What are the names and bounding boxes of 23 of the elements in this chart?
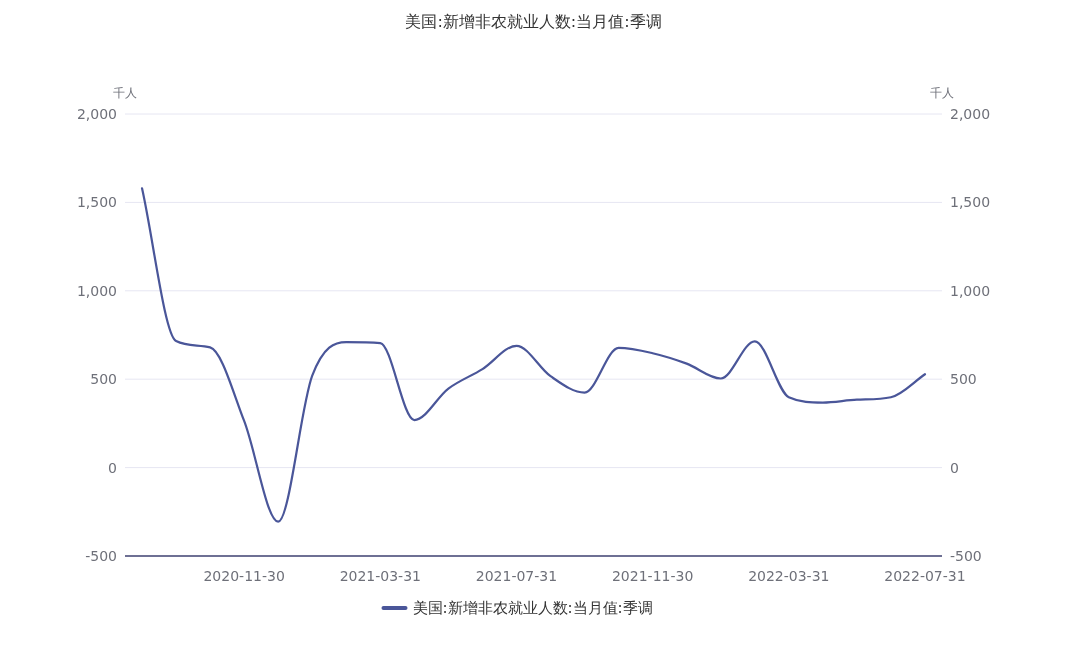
y-tick-label: 500 (90, 371, 117, 388)
y-axis-title: 千人 (113, 86, 137, 100)
x-tick-label: 2021-07-31 (475, 568, 558, 584)
x-tick-label: 2021-03-31 (339, 568, 421, 584)
y2-tick-label: 500 (950, 371, 977, 388)
y-tick-label: 2,000 (76, 106, 117, 122)
y2-tick-label: -500 (950, 548, 982, 564)
x-tick-label: 2022-07-31 (884, 568, 966, 584)
y-tick-label: 1,500 (76, 194, 117, 211)
line-series (140, 187, 927, 523)
y2-axis-title: 千人 (930, 86, 954, 100)
x-tick-label: 2022-03-31 (748, 568, 830, 584)
y2-tick-label: 2,000 (950, 106, 991, 122)
x-tick-label: 2020-11-30 (203, 568, 285, 584)
legend-label: 美国:新增非农就业人数:当月值:季调 (412, 599, 653, 617)
y2-tick-label: 1,500 (950, 194, 991, 211)
y-tick-label: 1,000 (76, 282, 117, 299)
y2-tick-label: 0 (950, 459, 959, 476)
y-tick-label: 0 (108, 459, 117, 476)
y2-tick-label: 1,000 (950, 282, 991, 299)
x-tick-label: 2021-11-30 (611, 568, 694, 584)
chart-title: 美国:新增非农就业人数:当月值:季调 (405, 12, 662, 31)
y-tick-label: -500 (85, 548, 117, 564)
